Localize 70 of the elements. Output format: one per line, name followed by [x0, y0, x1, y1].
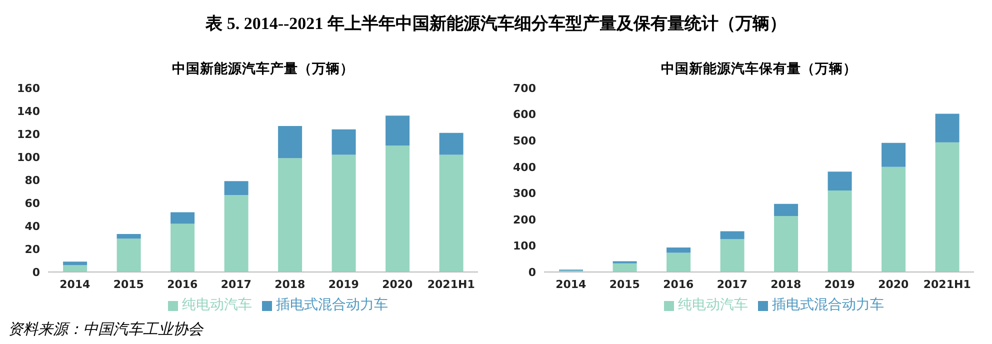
bar	[170, 212, 195, 224]
bar	[439, 154, 464, 272]
legend-label: 插电式混合动力车	[276, 298, 388, 313]
bar	[116, 238, 141, 272]
x-tick-label: 2014	[60, 278, 91, 291]
bar	[882, 166, 906, 272]
y-tick-label: 100	[17, 150, 40, 164]
bar	[828, 190, 852, 272]
bar	[332, 129, 356, 155]
bar	[386, 146, 410, 272]
y-tick-label: 600	[513, 108, 536, 122]
bar	[666, 248, 691, 253]
bar	[774, 216, 798, 272]
bar	[828, 172, 852, 191]
x-tick-label: 2020	[382, 278, 414, 291]
chart-title: 中国新能源汽车保有量（万辆）	[660, 60, 858, 78]
x-tick-label: 2021H1	[923, 278, 971, 291]
bar	[278, 158, 302, 272]
legend-label: 纯电动汽车	[182, 298, 252, 313]
bar	[439, 132, 464, 155]
chart-title: 中国新能源汽车产量（万辆）	[171, 60, 355, 78]
bar	[612, 263, 637, 272]
x-tick-label: 2019	[328, 278, 359, 291]
bar	[116, 234, 141, 239]
y-tick-label: 200	[513, 213, 536, 226]
bar	[935, 142, 960, 272]
bar	[720, 239, 744, 272]
x-tick-label: 2017	[716, 278, 748, 291]
bar	[278, 126, 302, 158]
bar	[720, 231, 744, 240]
y-tick-label: 400	[513, 160, 536, 174]
y-tick-label: 20	[24, 242, 40, 256]
bar	[666, 252, 691, 272]
bar	[774, 204, 798, 216]
x-tick-label: 2015	[609, 278, 640, 291]
y-tick-label: 0	[528, 266, 536, 279]
text: 表 5. 2014--2021 年上半年中国新能源汽车细分车型产量及保有量统计（万辆）	[204, 13, 788, 35]
x-tick-label: 2016	[663, 278, 694, 291]
bar	[63, 262, 88, 266]
y-tick-label: 0	[32, 266, 40, 279]
y-tick-label: 40	[24, 220, 40, 233]
bar	[882, 142, 906, 167]
x-tick-label: 2021H1	[427, 278, 475, 291]
y-tick-label: 60	[24, 196, 40, 210]
y-tick-label: 100	[513, 240, 536, 253]
y-tick-label: 140	[17, 104, 40, 118]
legend-label: 纯电动汽车	[678, 298, 748, 313]
bar	[935, 114, 960, 142]
y-tick-label: 300	[513, 187, 536, 200]
x-tick-label: 2014	[556, 278, 587, 291]
y-tick-label: 120	[17, 128, 40, 141]
bar	[224, 194, 248, 272]
bar	[63, 265, 88, 272]
x-tick-label: 2018	[274, 278, 306, 291]
bar	[386, 116, 410, 146]
y-tick-label: 160	[17, 82, 40, 95]
bar	[224, 181, 248, 195]
y-tick-label: 700	[513, 82, 536, 95]
legend-label: 插电式混合动力车	[772, 298, 884, 313]
x-tick-label: 2020	[878, 278, 910, 291]
x-tick-label: 2017	[220, 278, 252, 291]
y-tick-label: 500	[513, 134, 536, 148]
x-tick-label: 2018	[770, 278, 802, 291]
y-tick-label: 80	[24, 174, 40, 187]
bar	[332, 154, 356, 272]
text: 资料来源：中国汽车工业协会	[8, 320, 203, 339]
x-tick-label: 2016	[167, 278, 198, 291]
x-tick-label: 2019	[824, 278, 855, 291]
x-tick-label: 2015	[113, 278, 144, 291]
bar	[170, 224, 195, 272]
